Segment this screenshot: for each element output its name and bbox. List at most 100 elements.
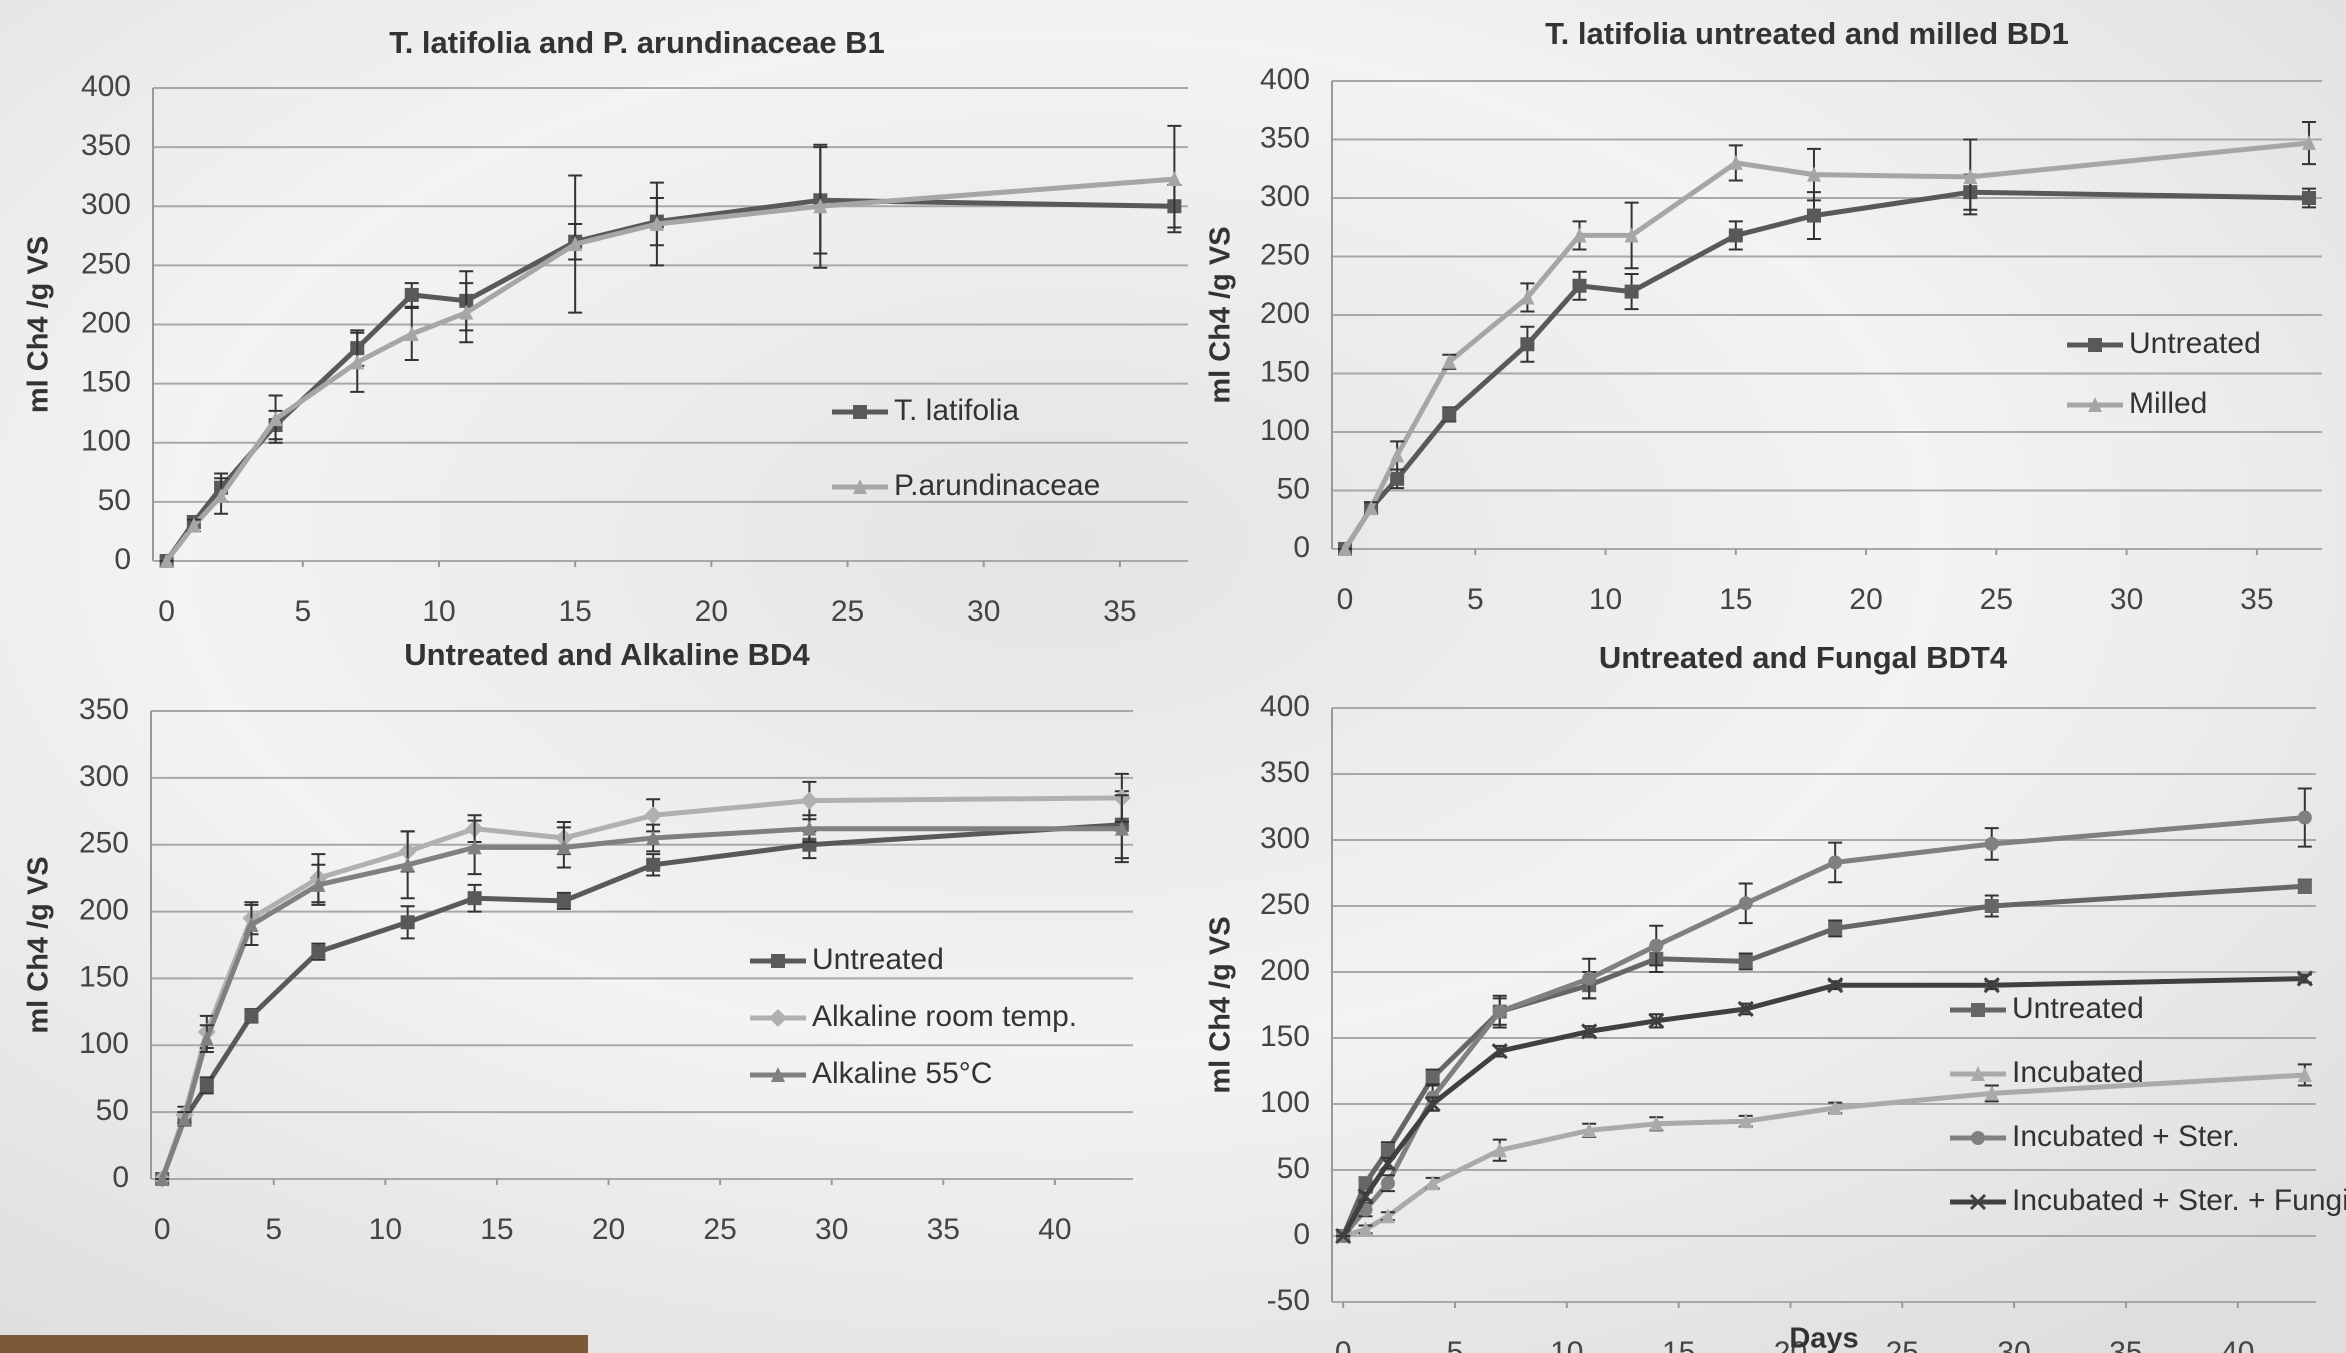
marker <box>459 304 474 320</box>
y-tick-label: 50 <box>1277 472 1310 505</box>
marker <box>800 791 819 810</box>
y-tick-label: 350 <box>81 129 131 162</box>
chart-title: T. latifolia untreated and milled BD1 <box>1545 16 2069 51</box>
y-tick-label: 100 <box>79 1027 129 1060</box>
marker <box>1971 1003 1985 1017</box>
marker <box>1969 1193 1987 1211</box>
marker <box>1572 278 1587 293</box>
marker <box>1984 836 1999 851</box>
x-tick-label: 10 <box>369 1213 402 1246</box>
y-tick-label: 300 <box>79 760 129 793</box>
marker <box>1828 1099 1843 1115</box>
y-tick-label: 350 <box>1260 756 1310 789</box>
marker <box>311 876 326 892</box>
marker <box>1335 1227 1352 1245</box>
y-tick-label: 0 <box>1293 1218 1310 1251</box>
legend-label: Incubated + Ster. <box>2012 1120 2240 1153</box>
x-tick-label: 35 <box>927 1213 960 1246</box>
marker <box>802 820 817 836</box>
marker <box>1828 855 1843 870</box>
marker <box>1520 289 1535 305</box>
y-axis-label: ml Ch4 /g VS <box>1205 226 1237 403</box>
marker <box>1357 1188 1374 1205</box>
y-tick-label: 150 <box>1260 1020 1310 1053</box>
y-tick-label: 100 <box>81 425 131 458</box>
marker <box>1380 1176 1395 1191</box>
marker <box>1624 227 1639 243</box>
marker <box>2088 338 2102 352</box>
marker <box>1390 471 1405 486</box>
marker <box>1425 1175 1440 1191</box>
y-tick-label: 400 <box>1260 690 1310 723</box>
y-tick-label: 0 <box>112 1161 129 1194</box>
x-tick-label: 15 <box>1662 1336 1695 1353</box>
y-tick-label: 50 <box>96 1094 129 1127</box>
marker <box>1492 1004 1507 1019</box>
legend-label: Untreated <box>2012 992 2144 1025</box>
marker <box>2297 879 2312 894</box>
x-tick-label: 15 <box>1719 583 1752 616</box>
x-tick-label: 20 <box>592 1213 625 1246</box>
y-tick-label: 100 <box>1260 1086 1310 1119</box>
marker <box>1114 820 1129 836</box>
x-tick-label: 25 <box>703 1213 736 1246</box>
y-tick-label: 200 <box>1260 954 1310 987</box>
marker <box>1520 337 1535 352</box>
marker <box>1167 171 1182 187</box>
marker <box>199 1078 214 1093</box>
legend-label: Alkaline room temp. <box>812 1000 1077 1033</box>
marker <box>1581 1023 1598 1040</box>
marker <box>244 916 259 932</box>
x-tick-label: 25 <box>831 595 864 628</box>
marker <box>853 405 867 419</box>
marker <box>556 839 571 855</box>
marker <box>1364 500 1379 516</box>
marker <box>1828 921 1843 936</box>
marker <box>1649 938 1664 953</box>
legend-label: P.arundinaceae <box>894 469 1100 502</box>
chart-title: Untreated and Alkaline BD4 <box>404 637 810 672</box>
x-tick-label: 5 <box>294 595 311 628</box>
marker <box>568 236 583 252</box>
marker <box>1572 227 1587 243</box>
marker <box>1491 1043 1508 1060</box>
x-tick-label: 35 <box>2109 1336 2142 1353</box>
x-tick-label: 30 <box>967 595 1000 628</box>
x-tick-label: 5 <box>1467 583 1484 616</box>
photo-fragment <box>0 1335 588 1353</box>
x-tick-label: 5 <box>1447 1336 1464 1353</box>
marker <box>400 915 415 930</box>
y-axis-label: ml Ch4 /g VS <box>1205 916 1237 1093</box>
marker <box>1358 1176 1373 1191</box>
marker <box>155 1171 170 1186</box>
marker <box>1338 541 1353 556</box>
y-tick-label: 400 <box>1260 63 1310 96</box>
x-tick-label: 30 <box>2110 583 2143 616</box>
x-tick-label: 10 <box>422 595 455 628</box>
marker <box>644 806 663 825</box>
marker <box>1358 1221 1373 1237</box>
x-tick-label: 0 <box>1337 583 1354 616</box>
marker <box>1728 228 1743 243</box>
marker <box>186 517 201 533</box>
y-axis-label: ml Ch4 /g VS <box>23 236 55 413</box>
x-tick-label: 20 <box>1774 1336 1807 1353</box>
x-tick-label: 10 <box>1589 583 1622 616</box>
x-tick-label: 0 <box>158 595 175 628</box>
y-tick-label: 200 <box>81 306 131 339</box>
marker <box>467 839 482 855</box>
x-tick-label: 30 <box>1997 1336 2030 1353</box>
x-tick-label: 35 <box>1103 595 1136 628</box>
marker <box>771 1067 785 1082</box>
marker <box>769 1009 787 1027</box>
marker <box>1582 971 1597 986</box>
marker <box>1738 896 1753 911</box>
marker <box>244 1008 259 1023</box>
marker <box>199 1030 214 1046</box>
marker <box>177 1110 192 1126</box>
marker <box>467 891 482 906</box>
y-tick-label: 250 <box>1260 238 1310 271</box>
x-tick-label: 30 <box>815 1213 848 1246</box>
legend-label: Untreated <box>2129 327 2261 360</box>
